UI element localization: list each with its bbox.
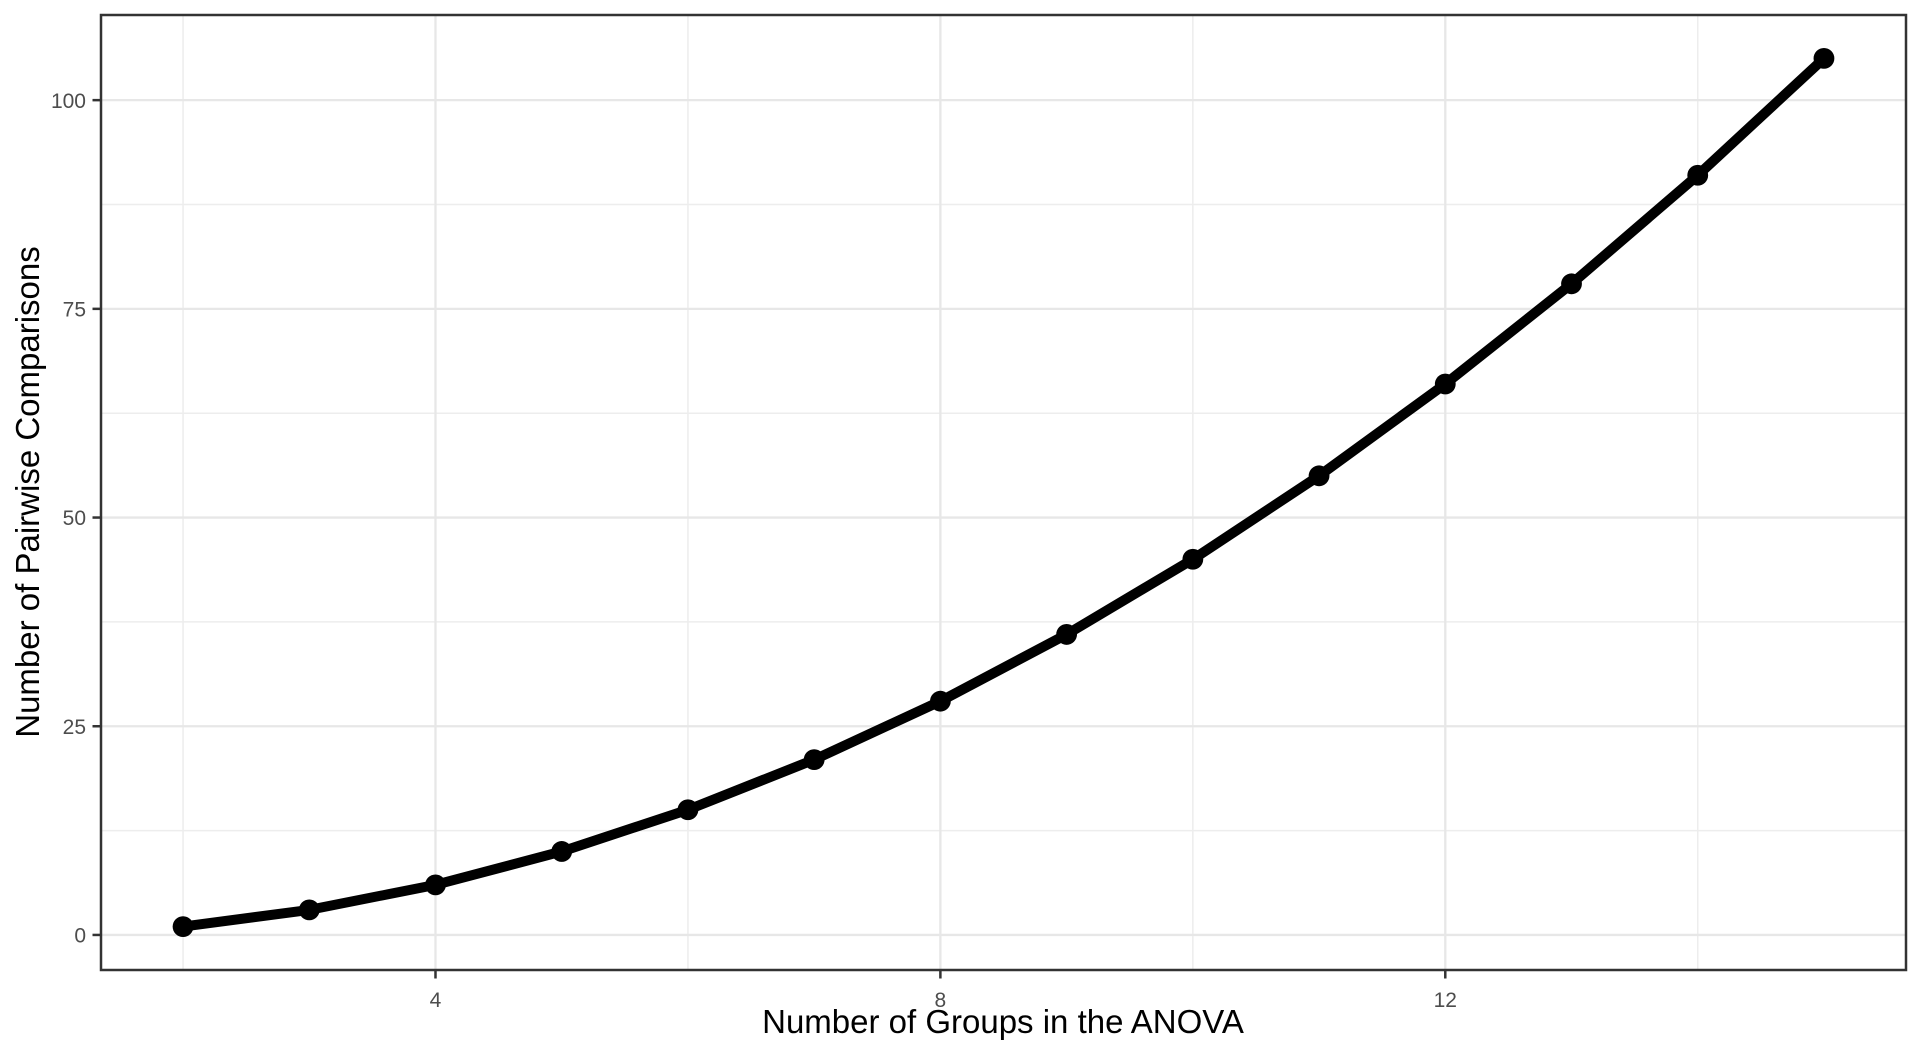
data-point	[1687, 164, 1709, 186]
x-axis-title: Number of Groups in the ANOVA	[762, 1003, 1244, 1040]
x-tick-label: 8	[935, 989, 947, 1012]
y-tick-labels: 0 25 50 75 100	[51, 90, 86, 948]
y-tick-label: 25	[63, 716, 86, 739]
y-tick-label: 75	[63, 299, 86, 322]
data-point	[677, 799, 699, 821]
data-series	[172, 48, 1835, 937]
data-point	[1308, 465, 1330, 487]
x-tick-label: 12	[1434, 989, 1457, 1012]
data-point	[298, 899, 320, 921]
data-point	[803, 749, 825, 771]
axis-tick-marks	[92, 98, 1447, 979]
y-tick-label: 100	[51, 90, 86, 113]
x-tick-label: 4	[430, 989, 442, 1012]
data-point	[1434, 373, 1456, 395]
data-point	[1561, 273, 1582, 295]
y-axis-title: Number of Pairwise Comparisons	[9, 246, 46, 738]
data-point	[1056, 624, 1078, 645]
series-line	[178, 53, 1829, 932]
data-point	[425, 874, 446, 896]
panel-border	[99, 13, 1908, 972]
data-point	[172, 916, 194, 937]
data-point	[1182, 548, 1204, 570]
gridlines-major	[101, 15, 1906, 970]
x-tick-labels: 4 8 12	[430, 989, 1457, 1012]
data-point	[551, 841, 573, 862]
y-tick-label: 0	[74, 925, 86, 948]
data-point	[929, 690, 951, 712]
gridlines-minor	[101, 15, 1906, 970]
data-point	[1813, 48, 1835, 69]
y-tick-label: 50	[63, 507, 86, 530]
